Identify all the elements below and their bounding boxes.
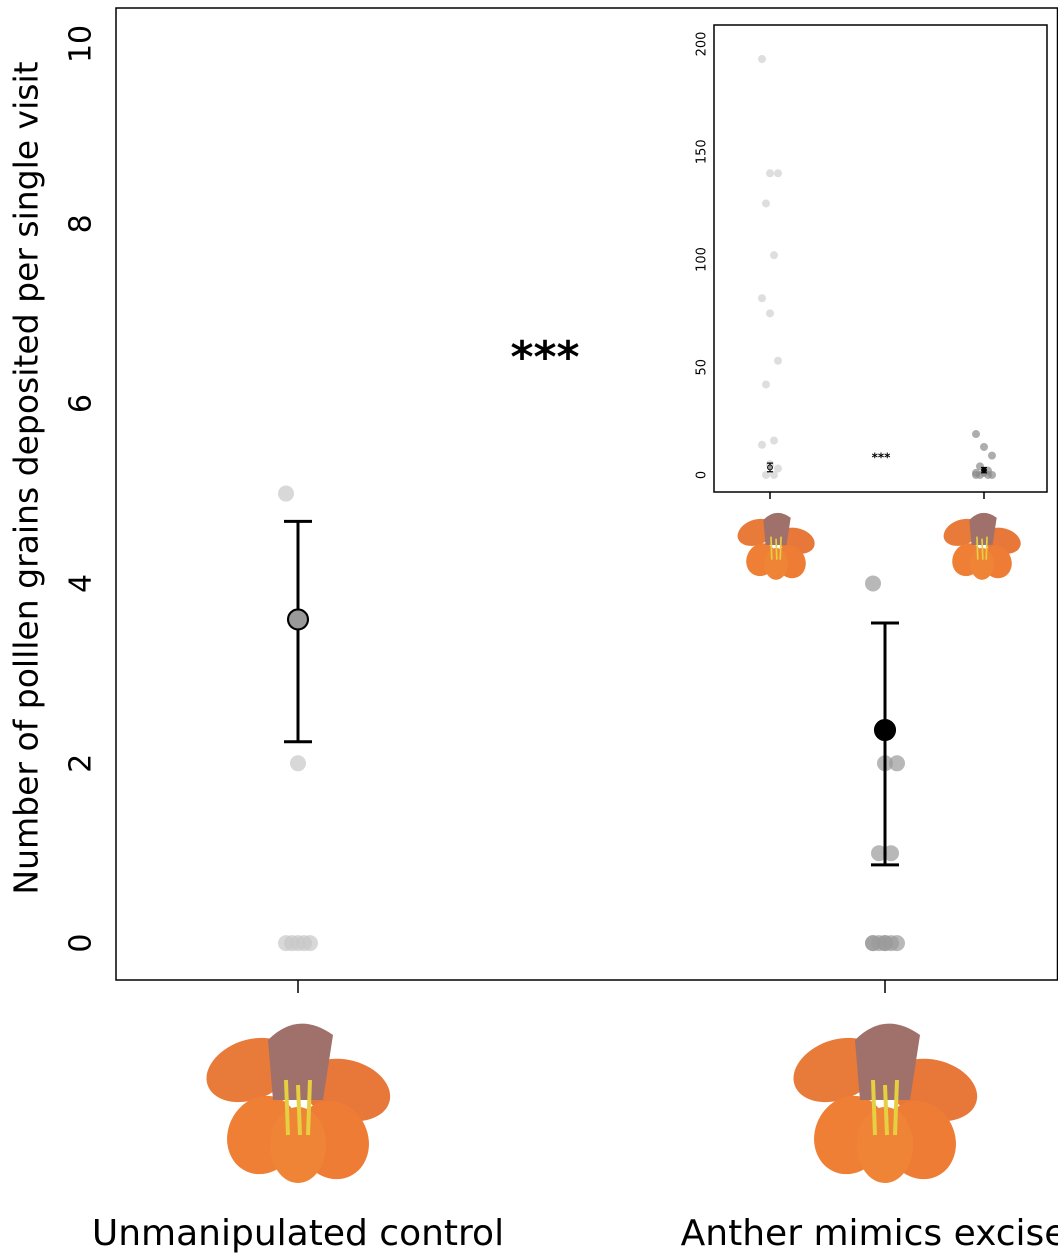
data-point [758, 55, 766, 64]
plot-frame [713, 24, 1048, 493]
x-tick-label: Anther mimics excised [681, 1213, 1058, 1254]
mean-point [286, 608, 310, 631]
y-tick-label: 8 [64, 214, 99, 233]
data-point [883, 845, 899, 862]
data-point [865, 575, 881, 592]
data-point [871, 845, 887, 862]
data-point [762, 199, 770, 208]
data-point [290, 935, 306, 952]
x-tick-label: Unmanipulated control [92, 1213, 504, 1254]
data-point [774, 169, 782, 178]
y-tick-label: 0 [695, 471, 710, 479]
y-tick-label: 200 [695, 32, 710, 57]
data-point [774, 356, 782, 365]
y-tick-label: 2 [64, 754, 99, 773]
data-point [758, 294, 766, 303]
y-tick-label: 4 [64, 574, 99, 593]
y-tick-label: 10 [64, 25, 99, 63]
data-point [762, 470, 770, 479]
data-point [770, 470, 778, 479]
data-point [774, 464, 782, 473]
y-tick-label: 50 [695, 359, 710, 376]
data-point [972, 430, 980, 439]
flower-image [782, 1021, 987, 1194]
data-point [758, 440, 766, 449]
flower-image [195, 1021, 400, 1194]
mean-point [767, 464, 773, 471]
y-tick-label: 0 [64, 934, 99, 953]
mean-point [981, 467, 987, 473]
data-point [877, 935, 893, 952]
mean-point [873, 718, 897, 742]
y-tick-label: 150 [695, 139, 710, 164]
annotation: *** [510, 332, 579, 383]
data-point [770, 436, 778, 445]
data-point [278, 935, 294, 952]
y-tick-label: 100 [695, 247, 710, 272]
data-point [865, 935, 881, 952]
y-tick-label: 6 [64, 394, 99, 413]
data-point [889, 755, 905, 772]
data-point [766, 169, 774, 178]
data-point [770, 251, 778, 260]
data-point [980, 442, 988, 451]
data-point [762, 380, 770, 389]
y-axis-label: Number of polllen grains deposited per s… [7, 61, 46, 894]
data-point [766, 309, 774, 318]
data-point [290, 755, 306, 772]
error-bar [284, 519, 312, 744]
annotation: *** [872, 451, 892, 465]
data-point [972, 470, 980, 479]
data-point [988, 451, 996, 460]
data-point [278, 485, 294, 502]
error-bar [871, 621, 899, 867]
